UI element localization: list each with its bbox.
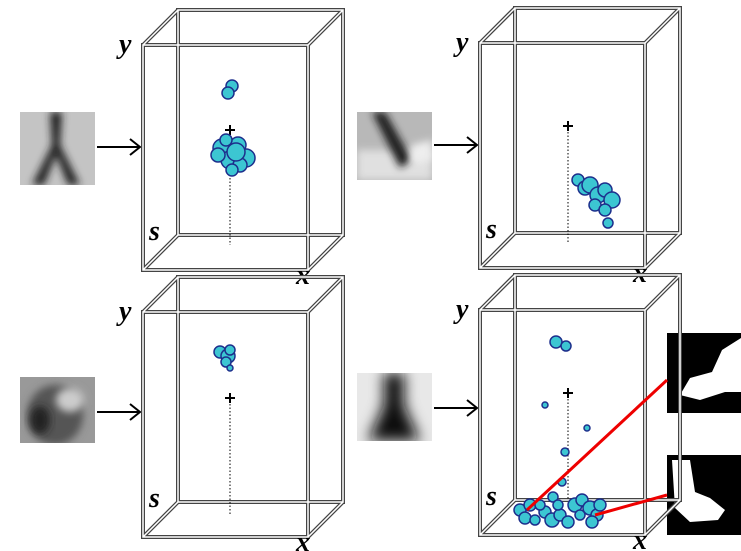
- axis-label-s: s: [485, 214, 497, 245]
- feature-point: [575, 510, 585, 520]
- axis-label-y: y: [116, 29, 132, 60]
- feature-point: [222, 87, 234, 99]
- feature-point: [603, 218, 613, 228]
- thumbnail: [20, 377, 95, 445]
- axis-label-y: y: [453, 294, 469, 325]
- feature-point: [561, 448, 569, 456]
- axis-label-s: s: [148, 216, 160, 247]
- feature-point: [225, 345, 235, 355]
- feature-point: [211, 148, 225, 162]
- feature-point: [599, 204, 611, 216]
- box-outline: [143, 277, 343, 537]
- box-outline-inner: [480, 8, 680, 268]
- axis-label-s: s: [148, 483, 160, 514]
- feature-point: [542, 402, 548, 408]
- box-outline: [480, 8, 680, 268]
- thumbnail: [357, 373, 432, 441]
- mean-marker: [563, 121, 573, 131]
- feature-point: [530, 515, 540, 525]
- feature-point: [227, 365, 233, 371]
- thumbnail: [357, 112, 432, 180]
- axis-label-y: y: [116, 296, 132, 327]
- feature-point: [226, 164, 238, 176]
- axis-label-s: s: [485, 481, 497, 512]
- feature-point: [519, 512, 531, 524]
- axis-label-y: y: [453, 27, 469, 58]
- feature-point: [562, 516, 574, 528]
- panel: y s x: [116, 277, 343, 551]
- feature-point: [584, 425, 590, 431]
- feature-point: [553, 500, 563, 510]
- feature-point: [594, 499, 606, 511]
- thumbnail: [20, 112, 95, 185]
- panel: ysx: [116, 10, 343, 291]
- mean-marker: [225, 393, 235, 403]
- feature-point: [227, 143, 245, 161]
- feature-point: [586, 516, 598, 528]
- panel: y s x: [453, 275, 680, 551]
- axis-label-x: x: [632, 525, 647, 551]
- feature-point: [550, 336, 562, 348]
- mean-marker: [563, 388, 573, 398]
- box-outline-inner: [143, 277, 343, 537]
- axis-label-x: x: [295, 527, 310, 551]
- feature-point: [561, 341, 571, 351]
- figure: ysxysxysxysx: [0, 0, 741, 551]
- panel: ysx: [453, 8, 680, 289]
